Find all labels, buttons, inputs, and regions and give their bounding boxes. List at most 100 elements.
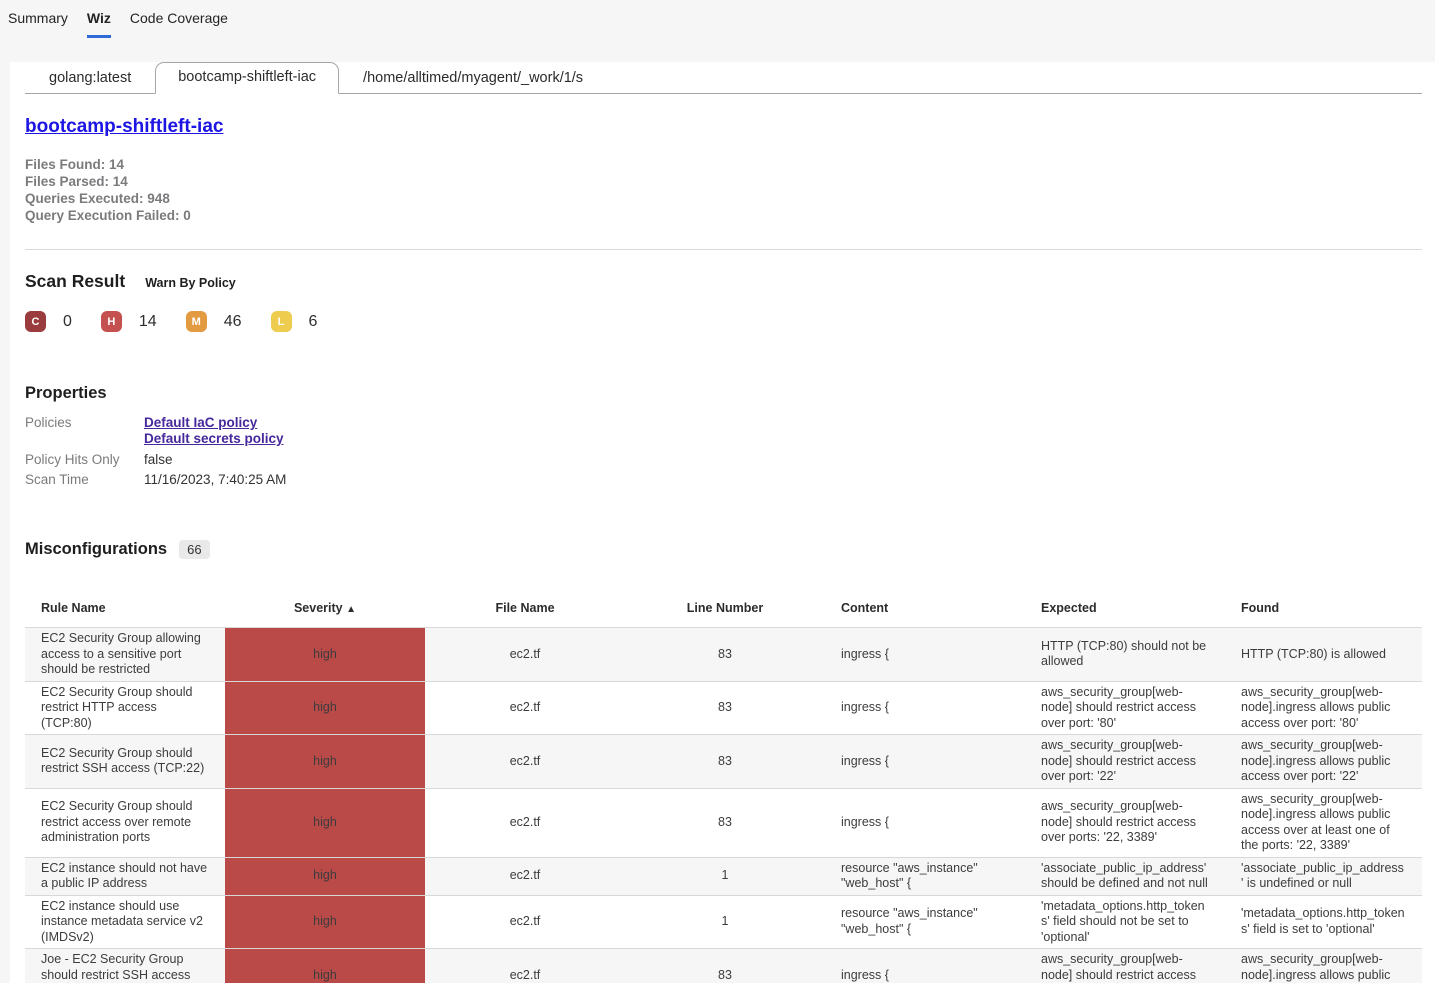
stat-line: Files Parsed: 14	[25, 174, 128, 189]
cell-found: 'metadata_options.http_tokens' field is …	[1241, 906, 1405, 936]
property-row-policy-hits-only: Policy Hits Only false	[25, 452, 1422, 467]
table-header-row: Rule Name Severity ▲ File Name Line Numb…	[25, 591, 1422, 628]
cell-line-number: 83	[718, 753, 732, 768]
nav-tab-summary[interactable]: Summary	[8, 10, 68, 26]
nav-tab-code-coverage[interactable]: Code Coverage	[129, 10, 228, 26]
scan-stats: Files Found: 14 Files Parsed: 14 Queries E…	[25, 156, 1422, 224]
cell-file-name: ec2.tf	[509, 753, 541, 768]
property-label: Policy Hits Only	[25, 452, 120, 467]
table-row: EC2 Security Group should restrict SSH a…	[25, 734, 1422, 788]
cell-severity: high	[225, 734, 425, 788]
misconfigurations-count-badge: 66	[179, 540, 210, 559]
divider	[25, 249, 1422, 250]
cell-line-number: 83	[718, 967, 732, 982]
scan-result-heading: Scan Result	[25, 271, 126, 291]
property-label: Scan Time	[25, 472, 89, 487]
cell-expected: 'associate_public_ip_address' should be …	[1041, 860, 1208, 891]
cell-file-name: ec2.tf	[509, 868, 541, 883]
default-iac-policy-link[interactable]: Default IaC policy	[144, 415, 258, 430]
table-row: EC2 instance should not have a public IP…	[25, 857, 1422, 895]
cell-severity: high	[225, 857, 425, 895]
cell-content: ingress {	[841, 967, 889, 982]
cell-content: ingress {	[841, 700, 889, 714]
cell-rule-name: EC2 Security Group should restrict acces…	[41, 799, 193, 845]
report-title-link[interactable]: bootcamp-shiftleft-iac	[25, 116, 224, 137]
cell-expected: HTTP (TCP:80) should not be allowed	[1041, 638, 1207, 669]
cell-found: aws_security_group[web-node].ingress all…	[1241, 684, 1391, 730]
sort-ascending-icon: ▲	[346, 604, 357, 615]
misconfigurations-table: Rule Name Severity ▲ File Name Line Numb…	[25, 591, 1422, 983]
severity-count-medium: 46	[223, 312, 242, 330]
severity-badge-low: L	[270, 311, 292, 332]
cell-expected: aws_security_group[web-node] should rest…	[1041, 799, 1196, 845]
property-label: Policies	[25, 415, 72, 430]
column-header-expected[interactable]: Expected	[1041, 601, 1097, 615]
property-row-scan-time: Scan Time 11/16/2023, 7:40:25 AM	[25, 472, 1422, 487]
top-nav: Summary Wiz Code Coverage	[0, 0, 1435, 50]
warn-by-policy-label: Warn By Policy	[145, 276, 236, 290]
cell-content: ingress {	[841, 753, 889, 768]
table-row: EC2 Security Group should restrict HTTP …	[25, 681, 1422, 735]
property-value: false	[144, 452, 173, 467]
cell-found: aws_security_group[web-node].ingress all…	[1241, 791, 1391, 853]
stat-line: Queries Executed: 948	[25, 191, 170, 206]
cell-found: 'associate_public_ip_address' is undefin…	[1241, 860, 1404, 891]
cell-rule-name: EC2 Security Group allowing access to a …	[41, 631, 201, 676]
severity-badge-medium: M	[185, 311, 207, 332]
severity-summary: C 0 H 14 M 46 L 6	[25, 311, 1422, 332]
cell-found: HTTP (TCP:80) is allowed	[1241, 646, 1386, 661]
column-header-content[interactable]: Content	[841, 601, 889, 615]
column-header-rule-name[interactable]: Rule Name	[41, 601, 106, 615]
wiz-report-card: golang:latest bootcamp-shiftleft-iac /ho…	[10, 62, 1435, 983]
default-secrets-policy-link[interactable]: Default secrets policy	[144, 431, 284, 446]
scan-target-tabs: golang:latest bootcamp-shiftleft-iac /ho…	[25, 62, 1422, 94]
property-value: Default IaC policy Default secrets polic…	[144, 415, 284, 447]
property-value: 11/16/2023, 7:40:25 AM	[144, 472, 287, 487]
cell-content: resource "aws_instance" "web_host" {	[841, 906, 978, 936]
cell-rule-name: EC2 Security Group should restrict SSH a…	[41, 745, 205, 776]
cell-content: resource "aws_instance" "web_host" {	[841, 860, 978, 891]
severity-count-critical: 0	[63, 312, 72, 330]
cell-file-name: ec2.tf	[509, 700, 541, 714]
cell-rule-name: Joe - EC2 Security Group should restrict…	[41, 952, 191, 982]
cell-file-name: ec2.tf	[509, 814, 541, 829]
cell-content: ingress {	[841, 646, 889, 661]
cell-rule-name: EC2 Security Group should restrict HTTP …	[41, 684, 193, 730]
severity-header-label: Severity	[293, 601, 343, 615]
cell-line-number: 1	[721, 868, 729, 883]
cell-rule-name: EC2 instance should use instance metadat…	[41, 898, 203, 944]
cell-rule-name: EC2 instance should not have a public IP…	[41, 860, 208, 891]
cell-severity: high	[225, 948, 425, 983]
cell-file-name: ec2.tf	[509, 914, 541, 928]
tab-golang-latest[interactable]: golang:latest	[49, 70, 132, 86]
column-header-line-number[interactable]: Line Number	[686, 601, 764, 615]
cell-line-number: 83	[718, 700, 732, 714]
cell-expected: aws_security_group[web-node] should rest…	[1041, 738, 1196, 783]
column-header-severity[interactable]: Severity ▲	[225, 591, 425, 628]
cell-expected: 'metadata_options.http_tokens' field sho…	[1041, 898, 1205, 944]
cell-line-number: 1	[721, 914, 729, 928]
tab-work-path[interactable]: /home/alltimed/myagent/_work/1/s	[363, 70, 584, 86]
cell-file-name: ec2.tf	[509, 646, 541, 661]
nav-tab-wiz[interactable]: Wiz	[86, 10, 111, 38]
cell-content: ingress {	[841, 814, 889, 829]
cell-expected: aws_security_group[web-node] should rest…	[1041, 952, 1196, 982]
misconfigurations-heading: Misconfigurations	[25, 540, 168, 558]
table-row: EC2 instance should use instance metadat…	[25, 895, 1422, 949]
properties-table: Policies Default IaC policy Default secr…	[25, 415, 1422, 487]
cell-line-number: 83	[718, 646, 732, 661]
cell-file-name: ec2.tf	[509, 967, 541, 982]
severity-count-high: 14	[138, 312, 157, 330]
cell-found: aws_security_group[web-node].ingress all…	[1241, 738, 1391, 783]
stat-line: Files Found: 14	[25, 157, 125, 172]
column-header-found[interactable]: Found	[1241, 601, 1280, 615]
severity-count-low: 6	[308, 312, 318, 330]
cell-severity: high	[225, 627, 425, 681]
property-row-policies: Policies Default IaC policy Default secr…	[25, 415, 1422, 447]
cell-line-number: 83	[718, 814, 732, 829]
cell-expected: aws_security_group[web-node] should rest…	[1041, 684, 1196, 730]
cell-severity: high	[225, 788, 425, 857]
table-row: Joe - EC2 Security Group should restrict…	[25, 948, 1422, 983]
tab-bootcamp-shiftleft-iac[interactable]: bootcamp-shiftleft-iac	[155, 62, 340, 94]
column-header-file-name[interactable]: File Name	[495, 601, 555, 615]
